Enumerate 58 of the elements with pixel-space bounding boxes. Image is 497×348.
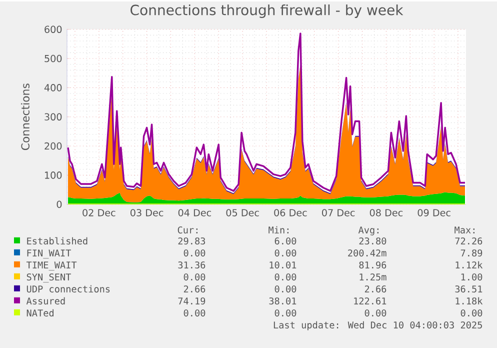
text: 1.25m — [360, 273, 386, 280]
text: Cur: — [178, 226, 198, 234]
text: 0.00 — [274, 285, 296, 292]
y-tick-label: 200 — [44, 142, 62, 150]
text: 36.51 — [455, 285, 482, 292]
text: 200.42m — [348, 249, 386, 256]
text: 0.00 — [184, 309, 206, 316]
text: 29.83 — [178, 237, 206, 244]
legend-label: UDP connections — [26, 285, 110, 292]
x-tick-label: 09 Dec — [418, 208, 450, 216]
y-tick-label: 500 — [44, 54, 62, 62]
text: 0.00 — [274, 309, 296, 316]
text: 0.00 — [364, 309, 386, 316]
text: Max: — [454, 226, 474, 234]
text: 38.01 — [269, 297, 296, 304]
x-tick-label: 03 Dec — [130, 208, 164, 216]
legend-label: NATed — [26, 309, 54, 316]
legend-label: SYN_SENT — [26, 273, 71, 282]
text: 0.00 — [274, 273, 296, 280]
text: 7.89 — [460, 249, 482, 256]
text: 74.19 — [178, 297, 206, 304]
x-tick-label: 07 Dec — [322, 208, 355, 216]
text: Avg: — [358, 226, 378, 236]
text: Last update: Wed Dec 10 04:00:03 2025 — [274, 321, 482, 330]
y-tick-label: 600 — [44, 26, 62, 33]
text: 23.80 — [359, 237, 386, 244]
legend-label: Established — [27, 237, 88, 244]
x-tick-label: 06 Dec — [274, 208, 307, 216]
legend-label: Assured — [26, 297, 65, 304]
text: 6.00 — [274, 237, 296, 244]
y-tick-label: 100 — [45, 171, 62, 179]
text: 0.00 — [184, 273, 206, 280]
legend-label: TIME_WAIT — [26, 261, 77, 270]
y-axis-title: Connections — [21, 83, 30, 150]
x-tick-label: 04 Dec — [178, 208, 211, 216]
text: 0.00 — [184, 249, 206, 256]
text: 31.36 — [178, 261, 206, 268]
text: 1.00 — [461, 273, 482, 280]
legend-label: FIN_WAIT — [27, 249, 71, 258]
text: 1.18k — [456, 297, 483, 304]
text: 72.26 — [455, 237, 482, 244]
text: Min: — [268, 226, 288, 234]
line-series — [67, 32, 466, 192]
text: 0.00 — [274, 249, 296, 256]
x-tick-label: 08 Dec — [370, 208, 403, 216]
text: 0.00 — [460, 309, 482, 316]
y-tick-label: 400 — [44, 84, 62, 92]
text: 1.12k — [456, 261, 483, 268]
text: 10.01 — [270, 261, 296, 268]
y-tick-label: 0 — [56, 200, 62, 208]
text: 81.96 — [359, 261, 386, 268]
x-tick-label: 02 Dec — [82, 208, 116, 216]
chart-title: Connections through firewall - by week — [130, 4, 404, 18]
text: 122.61 — [354, 297, 386, 304]
y-tick-label: 300 — [44, 113, 62, 120]
text: 2.66 — [364, 285, 386, 292]
text: 2.66 — [184, 285, 206, 292]
x-tick-label: 05 Dec — [226, 208, 259, 216]
